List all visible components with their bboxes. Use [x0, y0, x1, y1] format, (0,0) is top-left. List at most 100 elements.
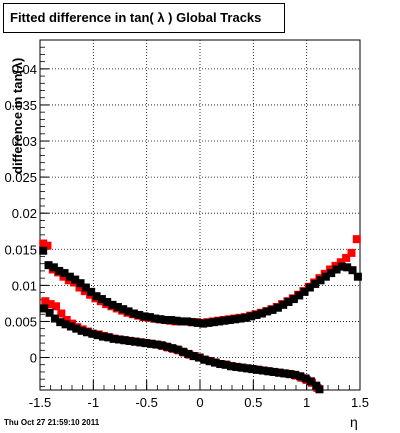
y-tick-label: 0: [30, 351, 37, 366]
data-point: [252, 310, 261, 319]
data-point: [311, 279, 320, 288]
data-point: [124, 307, 133, 316]
data-point: [119, 305, 128, 314]
data-point: [146, 339, 155, 348]
data-point: [226, 362, 235, 371]
data-point: [205, 357, 214, 366]
data-point: [104, 333, 113, 342]
data-point: [337, 262, 346, 271]
data-point: [348, 266, 357, 275]
data-point: [45, 308, 54, 317]
y-tick-label: 0.035: [4, 98, 37, 113]
y-tick-label: 0.005: [4, 314, 37, 329]
data-point: [60, 269, 69, 278]
data-point: [88, 329, 97, 338]
data-point: [241, 313, 250, 322]
data-point: [162, 342, 171, 351]
data-point: [194, 353, 203, 362]
data-point: [62, 316, 71, 324]
data-point: [66, 322, 75, 331]
x-axis-label: η: [350, 414, 358, 430]
data-point: [178, 347, 187, 356]
data-point: [145, 313, 154, 322]
data-point: [280, 369, 289, 378]
data-point: [161, 316, 170, 324]
data-point: [46, 300, 55, 309]
series-3: [40, 304, 324, 394]
data-point: [210, 358, 219, 367]
data-point: [103, 297, 112, 306]
data-point: [151, 314, 160, 323]
data-point: [129, 309, 138, 318]
data-point: [167, 316, 176, 324]
data-point: [352, 235, 361, 244]
data-point: [193, 318, 202, 327]
data-markers: [39, 235, 362, 394]
data-point: [306, 377, 315, 386]
data-point: [75, 283, 84, 292]
data-point: [188, 318, 197, 327]
data-point: [55, 266, 64, 275]
data-point: [274, 368, 283, 377]
data-point: [71, 275, 80, 284]
data-point: [279, 300, 288, 309]
grid-lines: [40, 40, 360, 390]
data-point: [135, 310, 144, 319]
data-point: [120, 336, 129, 345]
data-point: [232, 362, 241, 371]
data-point: [98, 332, 107, 341]
data-point: [343, 263, 352, 272]
data-point: [315, 385, 324, 394]
x-tick-label: 1: [303, 395, 310, 410]
data-point: [353, 272, 362, 281]
x-tick-label: 1.5: [351, 395, 369, 410]
data-point: [56, 318, 65, 327]
data-point: [300, 287, 309, 296]
data-point: [189, 352, 198, 361]
axes: -1.5 -1 -0.5 0 0.5 1 1.5 0 0.005 0.01 0.015 0.02 0.0…: [4, 46, 369, 410]
data-point: [50, 314, 59, 323]
data-point: [216, 360, 225, 369]
data-point: [41, 297, 50, 306]
data-point: [273, 303, 282, 312]
data-point: [296, 372, 305, 381]
data-point: [263, 307, 272, 316]
data-point: [327, 269, 336, 278]
data-point: [141, 339, 150, 348]
data-point: [109, 334, 118, 343]
data-point: [140, 312, 149, 321]
data-point: [236, 314, 245, 323]
data-point: [209, 318, 218, 327]
data-point: [93, 331, 102, 340]
data-point: [61, 320, 70, 329]
data-point: [247, 312, 256, 321]
data-point: [289, 295, 298, 304]
x-tick-label: 0.5: [244, 395, 262, 410]
data-point: [231, 315, 240, 324]
x-tick-label: -0.5: [135, 395, 157, 410]
data-point: [258, 366, 267, 375]
data-point: [221, 360, 230, 369]
data-point: [92, 292, 101, 301]
data-point: [177, 317, 186, 326]
data-point: [125, 336, 134, 345]
y-tick-label: 0.02: [12, 206, 37, 221]
data-point: [49, 263, 58, 272]
data-point: [39, 239, 48, 248]
data-point: [152, 340, 161, 349]
data-point: [97, 295, 106, 304]
data-point: [130, 337, 139, 346]
data-point: [76, 279, 85, 288]
x-tick-label: -1.5: [29, 395, 51, 410]
x-tick-label: 0: [196, 395, 203, 410]
data-point: [136, 338, 145, 347]
data-point: [199, 319, 208, 328]
data-point: [257, 309, 266, 318]
data-point: [215, 317, 224, 326]
data-point: [44, 261, 53, 270]
data-point: [113, 303, 122, 312]
data-point: [200, 355, 209, 364]
data-point: [347, 248, 356, 257]
data-point: [183, 317, 192, 326]
